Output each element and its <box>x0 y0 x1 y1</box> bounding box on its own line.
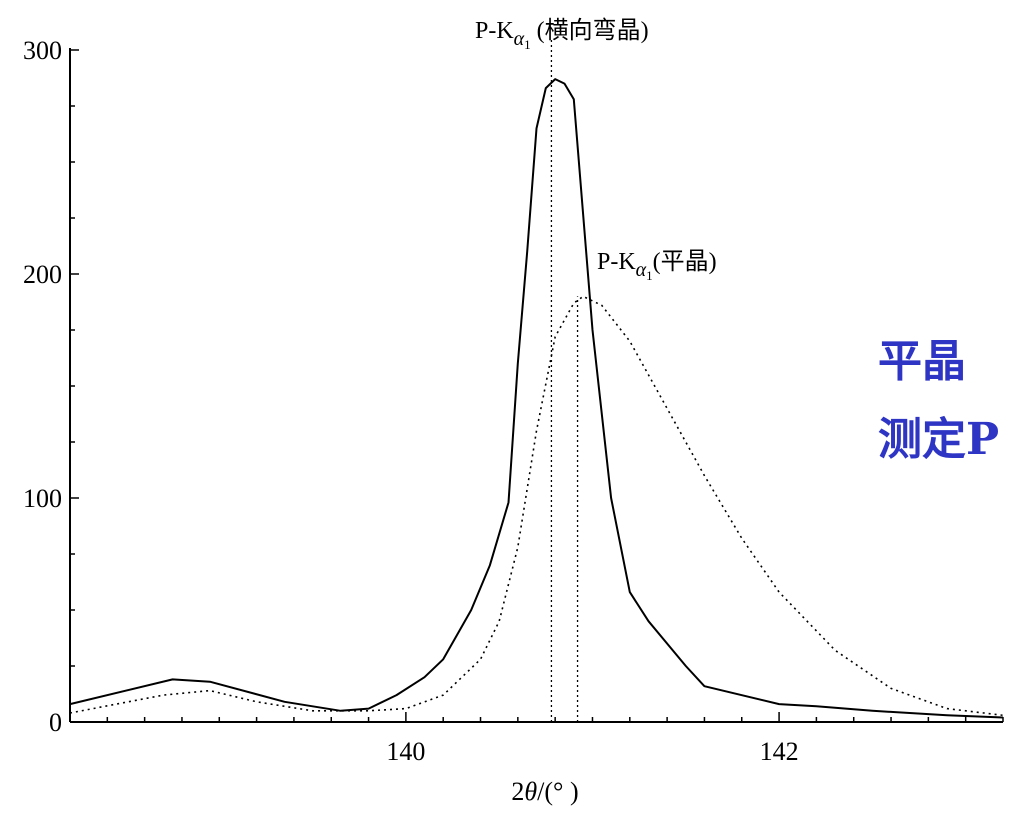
axes: 0 100 200 300 140 142 <box>23 36 1004 766</box>
y-tick-label: 0 <box>49 708 62 737</box>
labels: P-Kα1 (横向弯晶) P-Kα1(平晶) 2θ/(° ) <box>475 17 717 806</box>
side-label-line2: 测定P <box>878 414 1000 465</box>
series-flat-crystal-line <box>69 295 1004 717</box>
annotation-bent-crystal: P-Kα1 (横向弯晶) <box>475 17 649 52</box>
x-tick-label: 142 <box>760 737 799 766</box>
x-axis-label: 2θ/(° ) <box>511 777 578 806</box>
x-tick-label: 140 <box>386 737 425 766</box>
series-layer <box>69 40 1004 722</box>
series-bent-crystal-line <box>69 78 1004 719</box>
y-tick-label: 300 <box>23 36 62 65</box>
y-tick-label: 200 <box>23 260 62 289</box>
y-tick-label: 100 <box>23 484 62 513</box>
side-label-line1: 平晶 <box>878 336 966 387</box>
annotation-flat-crystal: P-Kα1(平晶) <box>597 249 717 283</box>
